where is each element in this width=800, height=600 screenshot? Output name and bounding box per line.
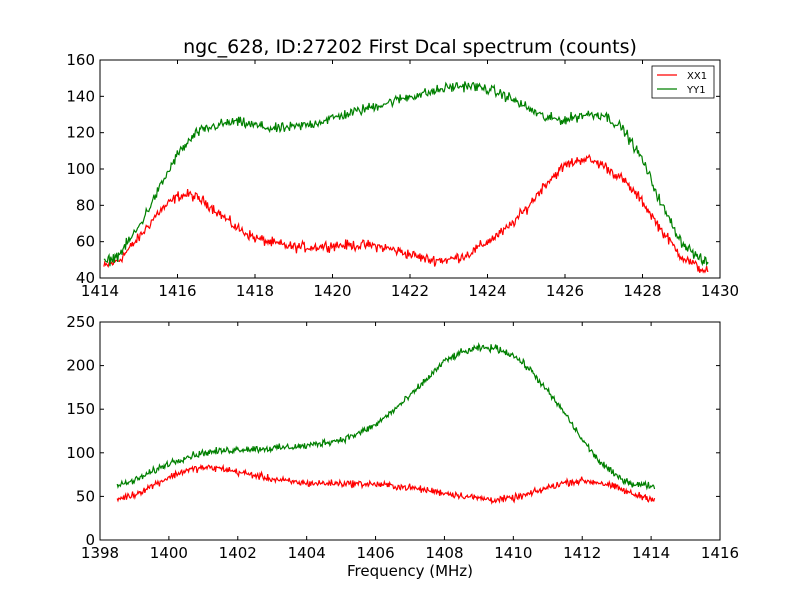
- x-tick-label: 1398: [81, 544, 119, 562]
- x-tick-label: 1404: [288, 544, 326, 562]
- x-tick-label: 1426: [546, 282, 584, 300]
- y-tick-label: 160: [66, 51, 95, 69]
- y-tick-label: 140: [66, 87, 95, 105]
- x-tick-label: 1414: [632, 544, 670, 562]
- top-axes: 1414 1416 1418 1420 1422 1424 1426 1428 1430 40 60…: [66, 51, 739, 300]
- y-tick-label: 50: [76, 487, 95, 505]
- bottom-axes: 1398 1400 1402 1404 1406 1408 1410 1412 1414 1416…: [66, 313, 739, 562]
- y-tick-label: 120: [66, 124, 95, 142]
- x-tick-label: 1402: [219, 544, 257, 562]
- x-tick-label: 1400: [150, 544, 188, 562]
- x-tick-label: 1424: [468, 282, 506, 300]
- x-tick-label: 1416: [701, 544, 739, 562]
- x-tick-label: 1418: [236, 282, 274, 300]
- y-tick-label: 250: [66, 313, 95, 331]
- y-tick-label: 40: [76, 269, 95, 287]
- x-tick-label: 1412: [563, 544, 601, 562]
- y-tick-label: 60: [76, 233, 95, 251]
- axes-frame: [99, 321, 721, 541]
- series-line-yy1-2: [116, 342, 656, 491]
- x-tick-label: 1420: [313, 282, 351, 300]
- y-tick-label: 0: [85, 531, 95, 549]
- x-tick-label: 1408: [425, 544, 463, 562]
- x-tick-label: 1416: [158, 282, 196, 300]
- y-tick-label: 200: [66, 357, 95, 375]
- x-tick-label: 1414: [81, 282, 119, 300]
- y-tick-label: 150: [66, 400, 95, 418]
- series-line-xx1-2: [116, 463, 656, 505]
- legend-label-xx1: XX1: [687, 71, 707, 82]
- chart-title: ngc_628, ID:27202 First Dcal spectrum (c…: [183, 36, 637, 58]
- y-tick-label: 80: [76, 196, 95, 214]
- x-tick-label: 1422: [391, 282, 429, 300]
- y-tick-label: 100: [66, 160, 95, 178]
- series-line-xx1-1: [103, 153, 709, 274]
- x-tick-label: 1430: [701, 282, 739, 300]
- series-line-yy1-1: [103, 81, 709, 267]
- x-tick-label: 1428: [623, 282, 661, 300]
- x-tick-label: 1410: [494, 544, 532, 562]
- x-axis-label: Frequency (MHz): [347, 562, 473, 580]
- x-tick-label: 1406: [356, 544, 394, 562]
- y-tick-label: 100: [66, 444, 95, 462]
- legend-box: [651, 65, 715, 99]
- legend-label-yy1: YY1: [686, 85, 706, 96]
